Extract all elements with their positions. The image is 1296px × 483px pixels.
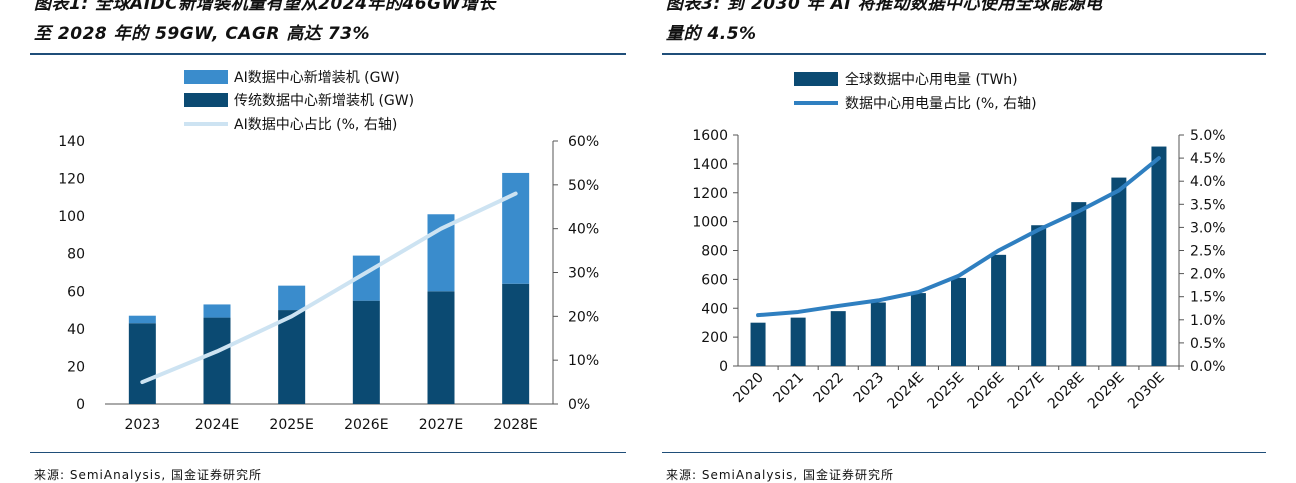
- y2-tick-label: 3.5%: [1190, 197, 1226, 213]
- x-tick-label: 2027E: [419, 417, 463, 433]
- y2-tick-label: 20%: [568, 309, 599, 325]
- y-tick-label: 0: [719, 359, 728, 375]
- x-tick-label: 2025E: [269, 417, 313, 433]
- y-tick-label: 1600: [692, 128, 728, 144]
- legend-label-0: 全球数据中心用电量 (TWh): [845, 71, 1018, 88]
- bar-energy-2028E: [1071, 202, 1086, 366]
- legend-swatch-1: [184, 93, 228, 107]
- x-tick-label: 2020: [730, 370, 767, 407]
- y-tick-label: 100: [58, 209, 85, 225]
- x-tick-label: 2024E: [884, 370, 927, 413]
- y-tick-label: 60: [67, 284, 85, 300]
- y2-tick-label: 1.5%: [1190, 290, 1226, 306]
- left-stacked-bar-chart: AI数据中心新增装机 (GW) 传统数据中心新增装机 (GW) AI数据中心占比 (…: [0, 0, 640, 452]
- bar-energy-2027E: [1031, 225, 1046, 366]
- y2-tick-label: 40%: [568, 222, 599, 238]
- y2-tick-label: 10%: [568, 353, 599, 369]
- bar-traditional-2027E: [428, 291, 455, 404]
- bar-energy-2020: [751, 323, 766, 366]
- y2-tick-label: 60%: [568, 134, 599, 150]
- right-bottom-rule: [662, 452, 1266, 453]
- left-source-note: 来源: SemiAnalysis, 国金证券研究所: [34, 466, 262, 483]
- legend-label-1: 数据中心用电量占比 (%, 右轴): [845, 96, 1037, 112]
- y-tick-label: 140: [58, 134, 85, 150]
- y2-tick-label: 4.0%: [1190, 174, 1226, 190]
- right-bar-line-chart: 全球数据中心用电量 (TWh) 数据中心用电量占比 (%, 右轴) 0 200 400 6…: [648, 0, 1296, 452]
- x-tick-label: 2025E: [925, 370, 968, 413]
- y2-tick-label: 0.5%: [1190, 336, 1226, 352]
- bar-energy-2030E: [1151, 147, 1166, 366]
- bar-traditional-2023: [129, 323, 156, 404]
- ai-share-line: [142, 194, 515, 382]
- y-tick-label: 20: [67, 359, 85, 375]
- y2-tick-label: 30%: [568, 266, 599, 282]
- right-source-note: 来源: SemiAnalysis, 国金证券研究所: [666, 466, 894, 483]
- y2-tick-label: 4.5%: [1190, 151, 1226, 167]
- x-tick-label: 2027E: [1005, 370, 1048, 413]
- bar-ai-2024E: [204, 304, 231, 317]
- left-bottom-rule: [30, 452, 626, 453]
- x-tick-label: 2023: [851, 370, 888, 407]
- legend-label-2: AI数据中心占比 (%, 右轴): [234, 117, 397, 133]
- y-tick-label: 1000: [692, 215, 728, 231]
- x-tick-label: 2028E: [1045, 370, 1088, 413]
- y-tick-label: 80: [67, 247, 85, 263]
- bar-energy-2025E: [951, 278, 966, 366]
- legend-label-1: 传统数据中心新增装机 (GW): [234, 93, 414, 109]
- y2-tick-label: 5.0%: [1190, 128, 1226, 144]
- bar-traditional-2028E: [502, 284, 529, 404]
- y-tick-label: 40: [67, 322, 85, 338]
- left-chart-panel: 图表1: 全球AIDC新增装机量有望从2024年的46GW增长 至 2028 年…: [0, 0, 640, 480]
- x-tick-label: 2023: [125, 417, 161, 433]
- x-tick-label: 2021: [770, 370, 807, 407]
- x-tick-label: 2024E: [195, 417, 239, 433]
- bar-energy-2022: [831, 311, 846, 366]
- y-tick-label: 0: [76, 397, 85, 413]
- y2-tick-label: 1.0%: [1190, 313, 1226, 329]
- y-tick-label: 200: [701, 330, 728, 346]
- x-tick-label: 2028E: [493, 417, 537, 433]
- bar-traditional-2025E: [278, 310, 305, 404]
- bar-ai-2028E: [502, 173, 529, 284]
- x-tick-label: 2022: [811, 370, 848, 407]
- y-tick-label: 800: [701, 244, 728, 260]
- y2-tick-label: 0%: [568, 397, 590, 413]
- y2-tick-label: 0.0%: [1190, 359, 1226, 375]
- bar-ai-2025E: [278, 286, 305, 310]
- bar-energy-2029E: [1111, 178, 1126, 366]
- legend-label-0: AI数据中心新增装机 (GW): [234, 70, 400, 86]
- y-tick-label: 1400: [692, 157, 728, 173]
- bar-traditional-2024E: [204, 318, 231, 404]
- legend-swatch-0: [794, 72, 838, 86]
- x-tick-label: 2030E: [1125, 370, 1168, 413]
- y2-tick-label: 2.5%: [1190, 244, 1226, 260]
- y2-tick-label: 3.0%: [1190, 220, 1226, 236]
- right-chart-panel: 图表3: 到 2030 年 AI 将推动数据中心使用全球能源电 量的 4.5% …: [648, 0, 1296, 480]
- y-tick-label: 400: [701, 301, 728, 317]
- bar-traditional-2026E: [353, 301, 380, 404]
- legend-swatch-0: [184, 70, 228, 84]
- y2-tick-label: 2.0%: [1190, 267, 1226, 283]
- bar-energy-2021: [791, 318, 806, 366]
- x-tick-label: 2029E: [1085, 370, 1128, 413]
- y-tick-label: 120: [58, 172, 85, 188]
- x-tick-label: 2026E: [344, 417, 388, 433]
- y2-tick-label: 50%: [568, 178, 599, 194]
- bar-energy-2023: [871, 302, 886, 366]
- y-tick-label: 600: [701, 272, 728, 288]
- x-tick-label: 2026E: [965, 370, 1008, 413]
- bar-energy-2024E: [911, 293, 926, 366]
- y-tick-label: 1200: [692, 186, 728, 202]
- bar-energy-2026E: [991, 255, 1006, 366]
- bar-ai-2023: [129, 316, 156, 324]
